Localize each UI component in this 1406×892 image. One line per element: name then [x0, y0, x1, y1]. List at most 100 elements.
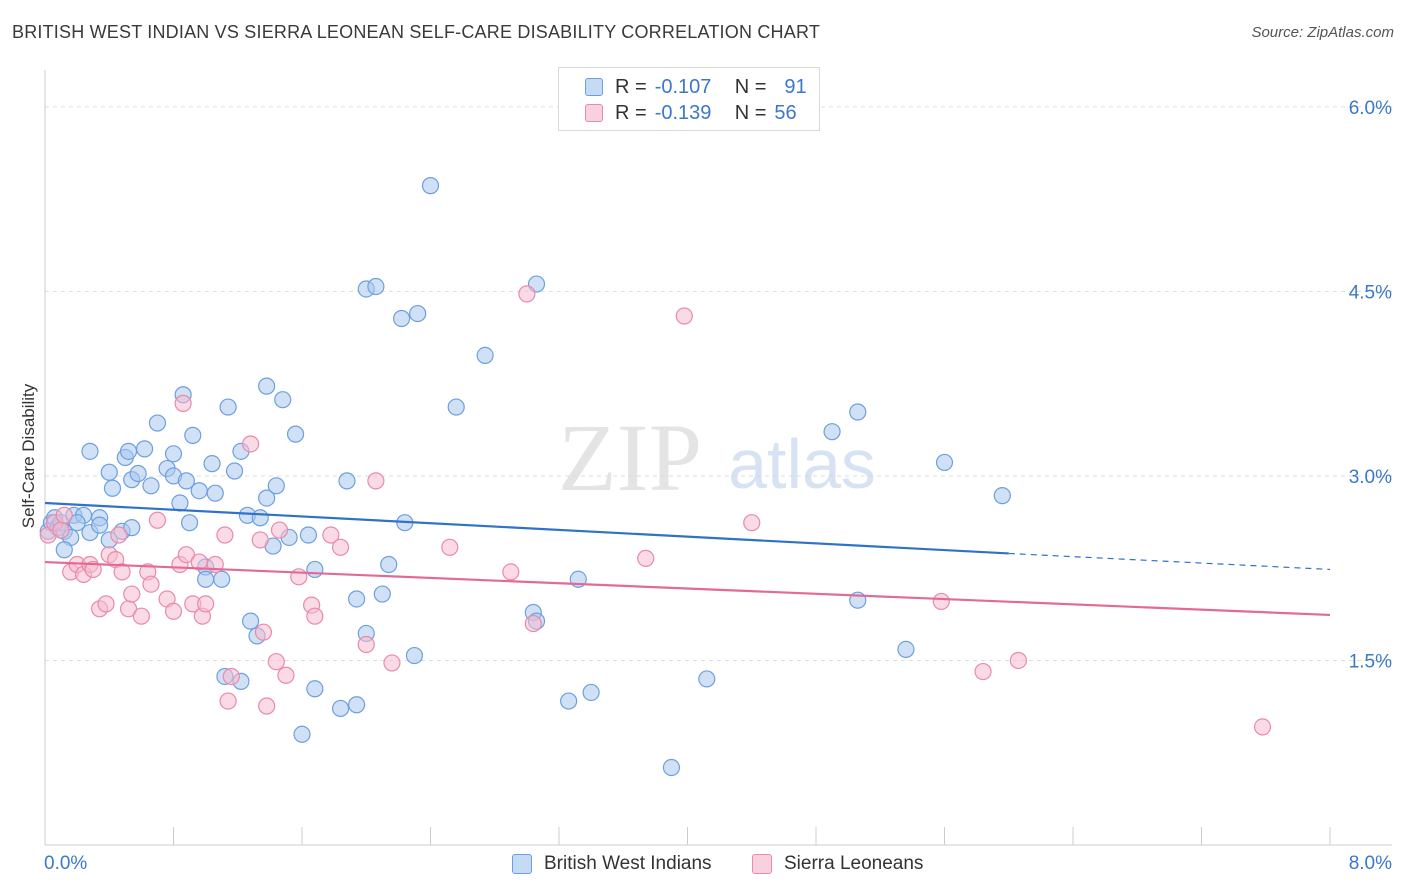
- point-british-west-indian: [81, 442, 99, 460]
- point-sierra-leonean: [637, 549, 655, 567]
- point-british-west-indian: [219, 398, 237, 416]
- point-sierra-leonean: [524, 614, 542, 633]
- point-british-west-indian: [68, 514, 86, 532]
- point-british-west-indian: [119, 442, 138, 460]
- point-british-west-indian: [993, 487, 1011, 505]
- point-sierra-leonean: [1009, 651, 1027, 670]
- point-british-west-indian: [274, 391, 292, 409]
- point-british-west-indian: [698, 670, 716, 688]
- point-sierra-leonean: [383, 654, 401, 672]
- y-tick-label: 1.5%: [1349, 651, 1392, 672]
- point-sierra-leonean: [197, 595, 215, 613]
- x-tick-label-max: 8.0%: [1349, 853, 1392, 874]
- legend-r-label: R =: [615, 75, 647, 98]
- point-british-west-indian: [348, 696, 366, 714]
- chart-title: BRITISH WEST INDIAN VS SIERRA LEONEAN SE…: [12, 22, 821, 42]
- point-british-west-indian: [331, 699, 350, 718]
- point-british-west-indian: [338, 472, 356, 490]
- point-british-west-indian: [164, 445, 183, 463]
- point-british-west-indian: [180, 514, 199, 532]
- point-british-west-indian: [184, 426, 202, 444]
- point-sierra-leonean: [675, 307, 693, 325]
- y-tick-label: 6.0%: [1349, 98, 1392, 119]
- point-british-west-indian: [171, 494, 189, 512]
- point-british-west-indian: [409, 304, 427, 323]
- point-sierra-leonean: [164, 602, 183, 620]
- legend-r-value: -0.107: [654, 75, 712, 98]
- bottom-legend-pink: Sierra Leoneans: [752, 851, 923, 877]
- point-sierra-leonean: [148, 511, 167, 529]
- trend-lines: [44, 501, 1331, 617]
- point-sierra-leonean: [123, 585, 141, 603]
- point-british-west-indian: [142, 477, 160, 495]
- point-sierra-leonean: [142, 575, 160, 593]
- point-british-west-indian: [367, 277, 385, 296]
- legend-n-value: 56: [774, 101, 797, 124]
- point-sierra-leonean: [267, 653, 285, 671]
- point-sierra-leonean: [306, 607, 324, 625]
- point-sierra-leonean: [367, 472, 385, 490]
- axes: [44, 70, 1392, 846]
- watermark-atlas: atlas: [728, 425, 876, 503]
- point-british-west-indian: [306, 560, 324, 579]
- point-sierra-leonean: [52, 521, 70, 539]
- point-british-west-indian: [348, 590, 366, 608]
- point-sierra-leonean: [932, 592, 950, 611]
- point-sierra-leonean: [110, 526, 128, 544]
- y-axis-label: Self-Care Disability: [19, 383, 38, 528]
- legend-swatch-blue: [585, 78, 603, 96]
- point-british-west-indian: [849, 403, 867, 421]
- legend-swatch-pink: [585, 104, 603, 122]
- tick-labels: 1.5% 3.0% 4.5% 6.0% 0.0% 8.0%: [44, 98, 1392, 874]
- point-british-west-indian: [251, 509, 269, 527]
- point-british-west-indian: [197, 570, 215, 588]
- point-british-west-indian: [447, 398, 465, 416]
- point-sierra-leonean: [441, 538, 459, 556]
- point-british-west-indian: [306, 680, 324, 698]
- point-sierra-leonean: [270, 521, 289, 539]
- point-british-west-indian: [55, 541, 73, 559]
- bottom-legend-label-pink: Sierra Leoneans: [784, 853, 924, 874]
- source-label: Source: ZipAtlas.com: [1251, 24, 1394, 41]
- trend-line-british-west-indians-extrapolated: [1008, 552, 1331, 571]
- point-british-west-indian: [421, 177, 440, 195]
- point-british-west-indian: [582, 683, 600, 702]
- point-sierra-leonean: [518, 285, 536, 303]
- point-british-west-indian: [935, 453, 954, 472]
- point-british-west-indian: [129, 464, 147, 483]
- bottom-legend-swatch-pink: [752, 854, 772, 874]
- point-british-west-indian: [213, 570, 231, 588]
- point-british-west-indian: [190, 482, 208, 500]
- point-british-west-indian: [123, 519, 141, 537]
- legend-r-value: -0.139: [654, 101, 712, 124]
- point-sierra-leonean: [322, 526, 340, 544]
- point-sierra-leonean: [113, 563, 131, 581]
- bottom-legend-swatch-blue: [512, 854, 532, 874]
- y-tick-label: 3.0%: [1349, 467, 1392, 488]
- watermark: ZIP atlas: [558, 404, 876, 511]
- point-british-west-indian: [380, 555, 398, 574]
- legend-row-blue: R = -0.107 N = 91: [585, 74, 807, 100]
- point-sierra-leonean: [132, 607, 150, 625]
- point-british-west-indian: [392, 309, 411, 328]
- point-sierra-leonean: [254, 623, 273, 641]
- point-british-west-indian: [293, 725, 311, 743]
- point-british-west-indian: [91, 516, 109, 534]
- point-sierra-leonean: [974, 662, 992, 681]
- point-british-west-indian: [267, 477, 285, 495]
- point-british-west-indian: [286, 425, 305, 443]
- point-british-west-indian: [177, 472, 195, 490]
- point-sierra-leonean: [258, 697, 276, 715]
- legend-row-pink: R = -0.139 N = 56: [585, 100, 797, 126]
- point-sierra-leonean: [216, 526, 234, 544]
- x-tick-label-min: 0.0%: [44, 853, 87, 874]
- grid-lines: [45, 106, 1392, 661]
- legend-n-label: N =: [734, 101, 767, 124]
- point-british-west-indian: [662, 758, 681, 777]
- point-british-west-indian: [203, 455, 221, 473]
- point-sierra-leonean: [219, 692, 237, 710]
- point-british-west-indian: [476, 346, 494, 364]
- legend-n-label: N =: [734, 75, 767, 98]
- watermark-zip: ZIP: [558, 404, 702, 511]
- point-sierra-leonean: [502, 563, 520, 581]
